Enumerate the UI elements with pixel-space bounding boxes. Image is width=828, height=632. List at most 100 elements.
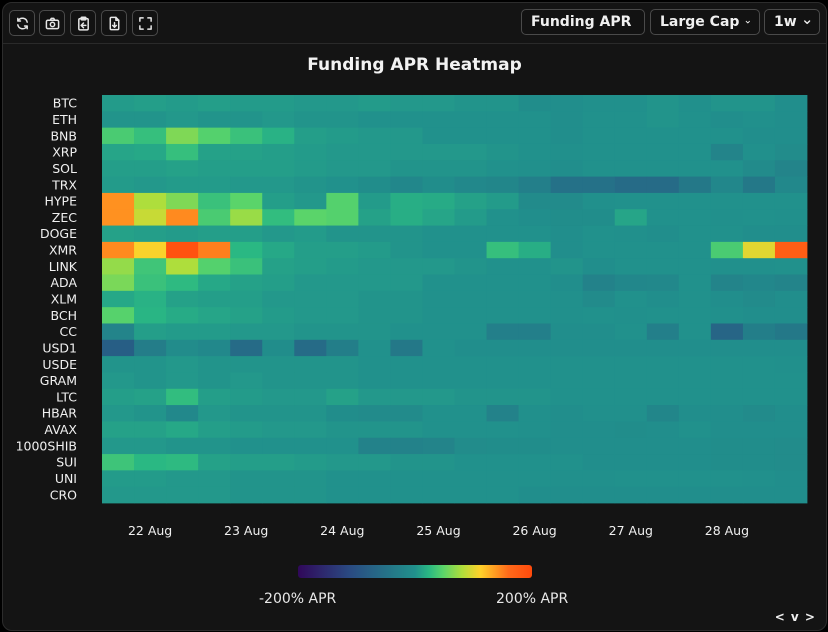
heatmap-cell[interactable] [102, 225, 135, 243]
heatmap-cell[interactable] [486, 274, 519, 292]
heatmap-cell[interactable] [518, 437, 552, 455]
heatmap-cell[interactable] [774, 356, 808, 373]
heatmap-cell[interactable] [326, 323, 359, 341]
heatmap-cell[interactable] [422, 111, 455, 129]
heatmap-cell[interactable] [646, 143, 680, 161]
heatmap-cell[interactable] [742, 209, 776, 226]
heatmap-cell[interactable] [294, 454, 327, 471]
heatmap-cell[interactable] [390, 437, 423, 455]
heatmap-cell[interactable] [166, 143, 199, 161]
heatmap-cell[interactable] [358, 486, 391, 504]
heatmap-cell[interactable] [774, 95, 808, 112]
heatmap-cell[interactable] [326, 339, 359, 357]
heatmap-cell[interactable] [582, 339, 616, 357]
heatmap-cell[interactable] [774, 470, 808, 488]
heatmap-cell[interactable] [390, 454, 423, 471]
heatmap-cell[interactable] [454, 274, 487, 292]
heatmap-cell[interactable] [614, 241, 648, 259]
heatmap-cell[interactable] [422, 290, 455, 308]
heatmap-cell[interactable] [134, 95, 167, 112]
heatmap-cell[interactable] [742, 323, 776, 341]
heatmap-cell[interactable] [358, 160, 391, 177]
refresh-button[interactable] [9, 10, 35, 36]
heatmap-cell[interactable] [422, 486, 455, 504]
heatmap-cell[interactable] [134, 470, 167, 488]
heatmap-cell[interactable] [166, 241, 199, 259]
heatmap-cell[interactable] [134, 437, 167, 455]
heatmap-cell[interactable] [422, 470, 455, 488]
heatmap-cell[interactable] [518, 290, 552, 308]
heatmap-cell[interactable] [262, 95, 295, 112]
heatmap-cell[interactable] [454, 111, 487, 129]
heatmap-cell[interactable] [390, 95, 423, 112]
heatmap-cell[interactable] [582, 421, 616, 439]
heatmap-cell[interactable] [646, 470, 680, 488]
heatmap-cell[interactable] [262, 388, 295, 406]
heatmap-cell[interactable] [102, 209, 135, 226]
heatmap-cell[interactable] [614, 225, 648, 243]
heatmap-cell[interactable] [422, 225, 455, 243]
heatmap-cell[interactable] [326, 307, 359, 324]
heatmap-cell[interactable] [646, 192, 680, 210]
heatmap-cell[interactable] [774, 127, 808, 145]
heatmap-cell[interactable] [358, 143, 391, 161]
heatmap-cell[interactable] [454, 258, 487, 275]
heatmap-cell[interactable] [102, 356, 135, 373]
heatmap-cell[interactable] [326, 241, 359, 259]
heatmap-cell[interactable] [614, 454, 648, 471]
heatmap-cell[interactable] [678, 241, 712, 259]
heatmap-cell[interactable] [134, 225, 167, 243]
heatmap-cell[interactable] [678, 143, 712, 161]
heatmap-cell[interactable] [550, 356, 584, 373]
heatmap-cell[interactable] [774, 241, 808, 259]
heatmap-cell[interactable] [294, 127, 327, 145]
heatmap-cell[interactable] [582, 323, 616, 341]
heatmap-cell[interactable] [774, 176, 808, 194]
heatmap-cell[interactable] [102, 192, 135, 210]
heatmap-cell[interactable] [262, 192, 295, 210]
heatmap-cell[interactable] [582, 95, 616, 112]
heatmap-cell[interactable] [518, 470, 552, 488]
heatmap-cell[interactable] [422, 437, 455, 455]
heatmap-cell[interactable] [454, 192, 487, 210]
heatmap-cell[interactable] [422, 176, 455, 194]
heatmap-cell[interactable] [358, 111, 391, 129]
heatmap-cell[interactable] [646, 421, 680, 439]
heatmap-cell[interactable] [326, 405, 359, 422]
heatmap-cell[interactable] [102, 160, 135, 177]
heatmap-cell[interactable] [454, 160, 487, 177]
heatmap-cell[interactable] [678, 274, 712, 292]
heatmap-cell[interactable] [550, 127, 584, 145]
heatmap-cell[interactable] [518, 143, 552, 161]
heatmap-cell[interactable] [710, 421, 744, 439]
heatmap-cell[interactable] [326, 160, 359, 177]
heatmap-cell[interactable] [678, 307, 712, 324]
heatmap-cell[interactable] [198, 339, 231, 357]
heatmap-cell[interactable] [518, 241, 552, 259]
heatmap-cell[interactable] [134, 356, 167, 373]
heatmap-cell[interactable] [614, 209, 648, 226]
heatmap-cell[interactable] [742, 192, 776, 210]
heatmap-cell[interactable] [710, 176, 744, 194]
heatmap-cell[interactable] [294, 405, 327, 422]
heatmap-cell[interactable] [230, 405, 263, 422]
heatmap-cell[interactable] [230, 111, 263, 129]
heatmap-cell[interactable] [134, 421, 167, 439]
heatmap-cell[interactable] [582, 111, 616, 129]
heatmap-cell[interactable] [774, 405, 808, 422]
heatmap-cell[interactable] [486, 356, 519, 373]
heatmap-cell[interactable] [326, 437, 359, 455]
heatmap-cell[interactable] [198, 421, 231, 439]
heatmap-cell[interactable] [486, 111, 519, 129]
heatmap-cell[interactable] [102, 323, 135, 341]
heatmap-cell[interactable] [134, 143, 167, 161]
heatmap-cell[interactable] [646, 160, 680, 177]
heatmap-cell[interactable] [422, 192, 455, 210]
fullscreen-button[interactable] [132, 10, 158, 36]
heatmap-cell[interactable] [646, 307, 680, 324]
heatmap-cell[interactable] [390, 127, 423, 145]
heatmap-cell[interactable] [710, 192, 744, 210]
heatmap-cell[interactable] [454, 241, 487, 259]
heatmap-cell[interactable] [486, 192, 519, 210]
heatmap-cell[interactable] [710, 143, 744, 161]
